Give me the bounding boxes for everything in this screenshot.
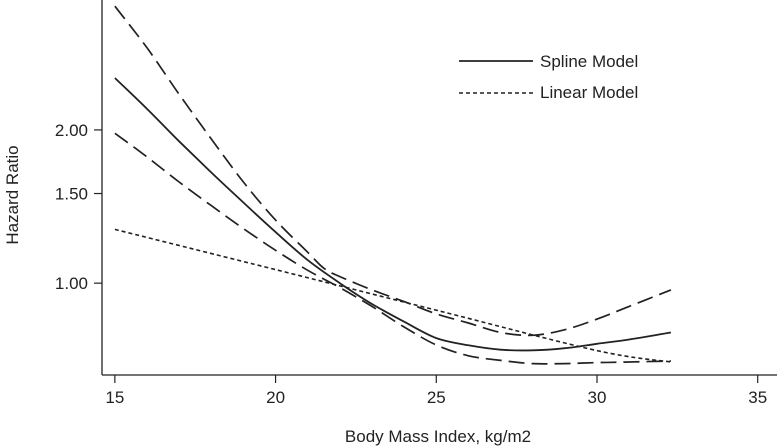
legend-label-linear: Linear Model [540, 83, 638, 102]
series-layer [114, 5, 672, 365]
legend-label-spline: Spline Model [540, 52, 638, 71]
x-axis-title: Body Mass Index, kg/m2 [345, 427, 531, 446]
plot-area: 15 20 25 30 35 2.00 1.50 1.00 [55, 0, 777, 407]
y-tick-label: 1.00 [55, 274, 88, 293]
tick-layer: 15 20 25 30 35 2.00 1.50 1.00 [55, 121, 767, 407]
y-tick-label: 1.50 [55, 185, 88, 204]
series-line-3 [114, 228, 672, 363]
y-axis-title: Hazard Ratio [3, 145, 22, 244]
series-line-2 [114, 132, 671, 365]
x-tick-label: 35 [748, 388, 767, 407]
x-tick-label: 25 [427, 388, 446, 407]
series-line-1 [114, 5, 672, 337]
x-tick-label: 20 [266, 388, 285, 407]
x-tick-label: 30 [588, 388, 607, 407]
y-tick-label: 2.00 [55, 121, 88, 140]
legend: Spline Model Linear Model [459, 52, 638, 102]
series-line-0 [114, 77, 672, 352]
x-tick-label: 15 [105, 388, 124, 407]
